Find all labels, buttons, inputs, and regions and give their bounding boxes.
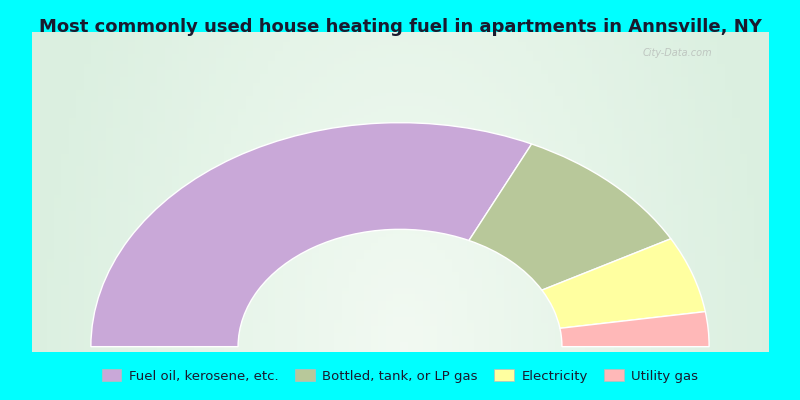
Legend: Fuel oil, kerosene, etc., Bottled, tank, or LP gas, Electricity, Utility gas: Fuel oil, kerosene, etc., Bottled, tank,… — [102, 369, 698, 383]
Text: City-Data.com: City-Data.com — [643, 48, 713, 58]
Wedge shape — [91, 123, 532, 347]
Wedge shape — [560, 312, 709, 347]
Wedge shape — [469, 144, 671, 290]
Wedge shape — [542, 239, 706, 328]
Text: Most commonly used house heating fuel in apartments in Annsville, NY: Most commonly used house heating fuel in… — [38, 18, 762, 36]
